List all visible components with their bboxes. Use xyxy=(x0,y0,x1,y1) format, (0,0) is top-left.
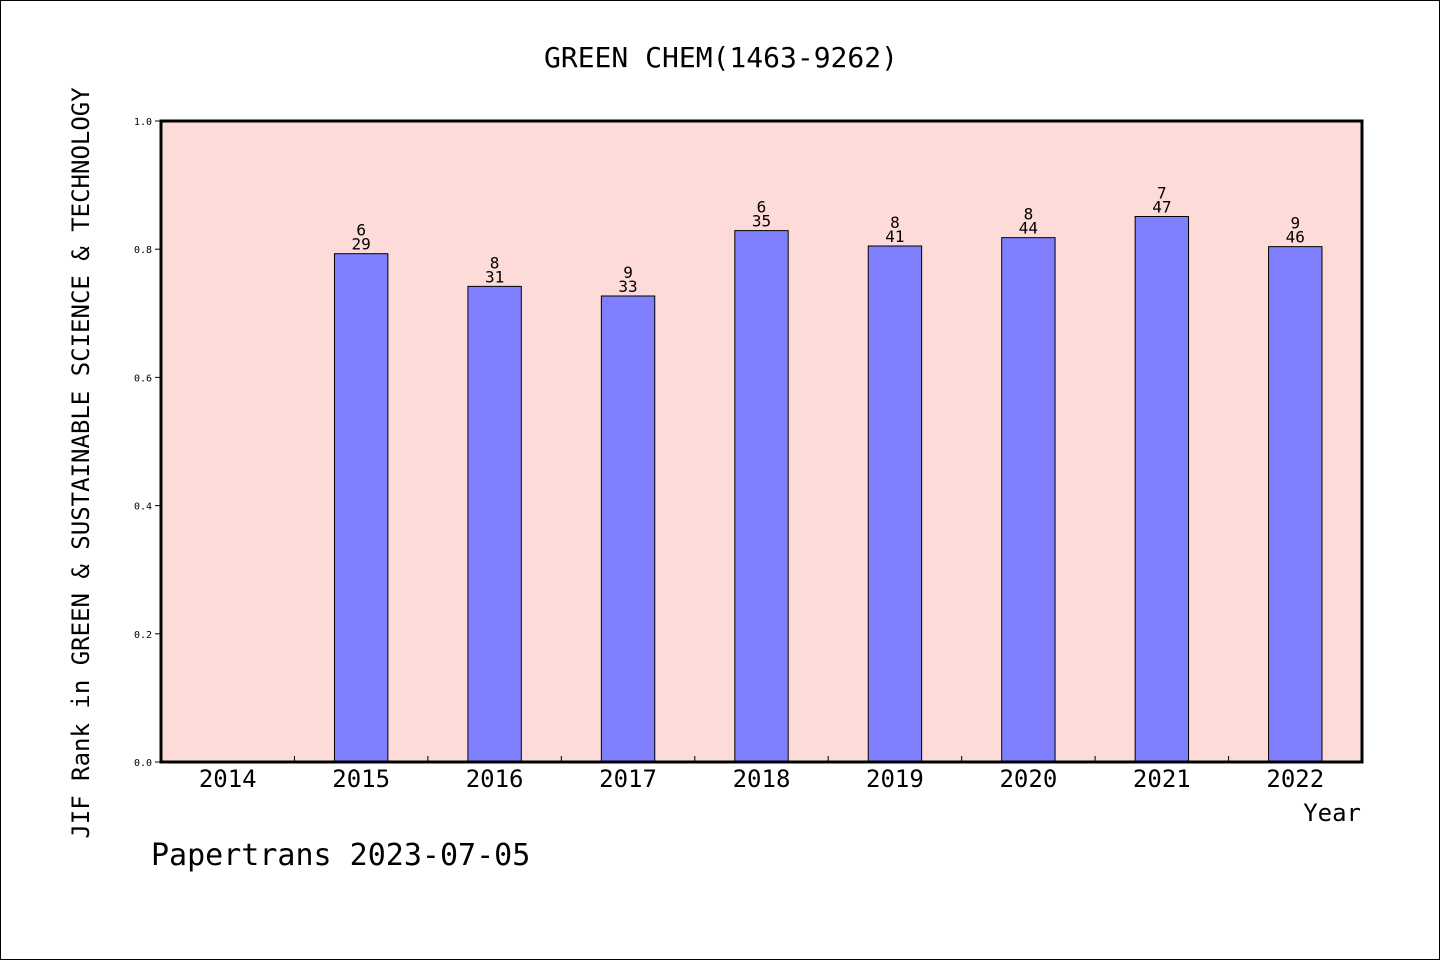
x-axis: 2014 2015 2016 2017 2018 2019 2020 2021 2022 xyxy=(199,756,1324,793)
total-label-2017: 33 xyxy=(618,277,637,296)
chart-title: GREEN CHEM(1463-9262) xyxy=(544,41,898,74)
y-axis: 0.0 0.2 0.4 0.6 0.8 1.0 xyxy=(134,117,161,769)
y-tick-label: 1.0 xyxy=(134,117,152,128)
rank-label-2021: 7 xyxy=(1157,184,1167,203)
bar-2018 xyxy=(734,230,789,763)
x-tick-label: 2017 xyxy=(599,765,657,793)
plot-border xyxy=(159,119,1364,764)
x-tick-label: 2015 xyxy=(332,765,390,793)
bar-2016 xyxy=(467,285,522,763)
rank-label-2022: 9 xyxy=(1290,214,1300,233)
total-label-2018: 35 xyxy=(752,212,771,231)
rank-label-2017: 9 xyxy=(623,263,633,282)
x-tick-label: 2021 xyxy=(1133,765,1191,793)
total-label-2022: 46 xyxy=(1286,228,1305,247)
bar-2021 xyxy=(1134,216,1190,763)
bar-2017 xyxy=(600,295,656,763)
rank-label-2019: 8 xyxy=(890,213,900,232)
x-tick-label: 2018 xyxy=(733,765,791,793)
total-label-2019: 41 xyxy=(885,227,904,246)
bar-2015 xyxy=(333,253,389,763)
bar-2022 xyxy=(1268,246,1323,763)
x-axis-title: Year xyxy=(1303,799,1361,827)
total-label-2020: 44 xyxy=(1019,219,1038,238)
bar-group xyxy=(333,216,1323,763)
y-tick-label: 0.4 xyxy=(134,502,152,513)
bar-2020 xyxy=(1001,237,1056,763)
x-tick-label: 2020 xyxy=(999,765,1057,793)
y-tick-label: 0.8 xyxy=(134,245,152,256)
y-tick-label: 0.0 xyxy=(134,758,152,769)
rank-label-2015: 6 xyxy=(356,221,366,240)
rank-label-2016: 8 xyxy=(490,253,500,272)
x-tick-label: 2022 xyxy=(1266,765,1324,793)
total-label-2016: 31 xyxy=(485,267,504,286)
rank-label-2020: 8 xyxy=(1024,205,1034,224)
y-tick-label: 0.6 xyxy=(134,373,152,384)
x-tick-label: 2014 xyxy=(199,765,257,793)
rank-label-2018: 6 xyxy=(757,198,767,217)
total-label-2021: 47 xyxy=(1152,198,1171,217)
total-label-2015: 29 xyxy=(352,235,371,254)
bar-2019 xyxy=(867,245,923,763)
x-tick-label: 2016 xyxy=(466,765,524,793)
y-axis-title: JIF Rank in GREEN & SUSTAINABLE SCIENCE … xyxy=(67,87,95,839)
x-tick-label: 2019 xyxy=(866,765,924,793)
y-tick-label: 0.2 xyxy=(134,630,152,641)
footer-stamp: Papertrans 2023-07-05 xyxy=(151,838,530,873)
